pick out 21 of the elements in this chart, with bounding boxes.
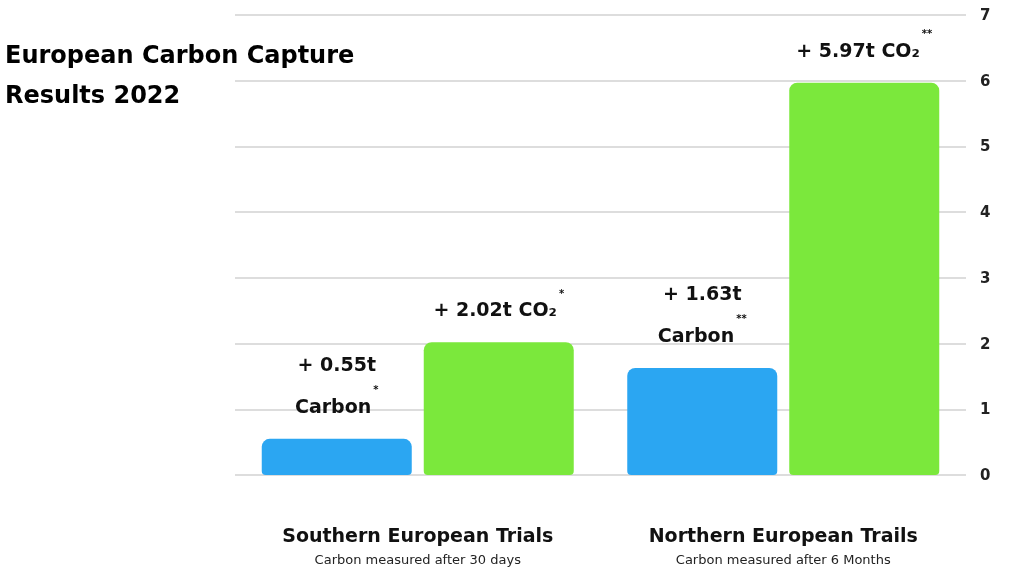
text: Carbon measured after 6 Months [675,552,891,567]
y-tick-label: 4 [980,203,991,222]
y-tick-label: 6 [980,71,991,90]
bar [627,367,778,475]
x-tick-label: Southern European Trials [282,523,554,546]
data-label: + 0.55t Carbon* [294,352,380,417]
bar [423,342,574,475]
x-tick-label: Northern European Trails [648,523,918,546]
data-label: + 2.02t CO₂* [433,287,565,321]
bar [789,82,940,475]
y-tick-label: 1 [980,400,991,419]
y-tick-label: 0 [980,466,991,484]
text: Carbon measured after 30 days [314,552,522,567]
data-label: + 1.63t Carbon** [657,281,748,346]
y-tick-label: 5 [980,137,991,156]
bar [261,438,412,475]
y-tick-label: 7 [980,6,991,24]
y-tick-label: 3 [980,268,991,287]
y-tick-label: 2 [980,334,991,353]
text: European Carbon Capture Results 2022 [5,41,355,109]
data-label: + 5.97t CO₂** [796,28,934,61]
